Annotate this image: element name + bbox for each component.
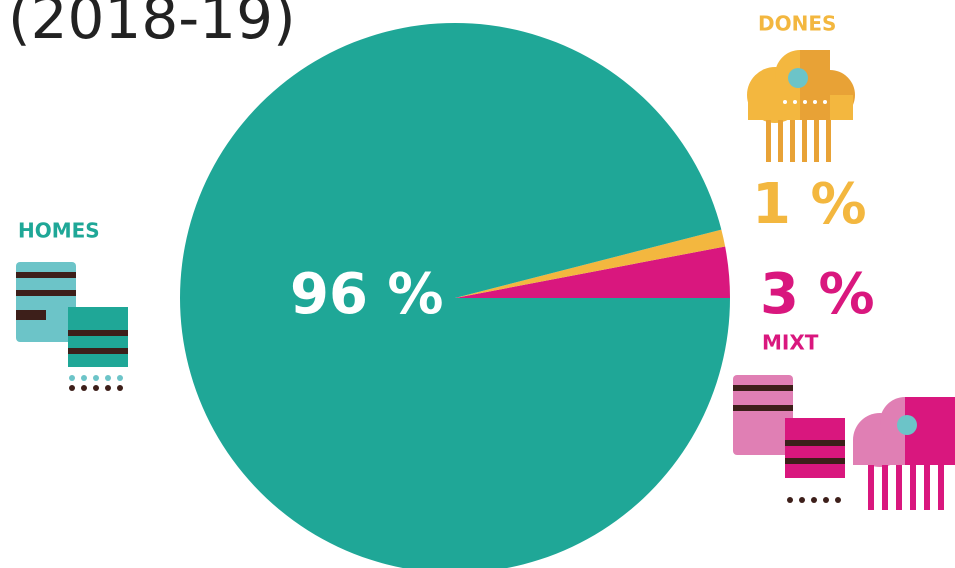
pie-slice <box>455 246 730 298</box>
mixt-icon <box>733 375 955 510</box>
value-label: 96 % <box>290 262 444 327</box>
dones-icon <box>747 50 855 162</box>
pie-slice <box>180 23 730 568</box>
category-label: MIXT <box>762 331 819 355</box>
value-label: 3 % <box>760 262 875 327</box>
pie-slice <box>455 229 726 298</box>
category-label: HOMES <box>18 219 100 243</box>
chart-title: (2018-19) <box>8 0 296 52</box>
pie <box>180 23 730 568</box>
homes-icon <box>16 262 128 391</box>
value-label: 1 % <box>752 172 867 237</box>
category-label: DONES <box>758 12 836 36</box>
